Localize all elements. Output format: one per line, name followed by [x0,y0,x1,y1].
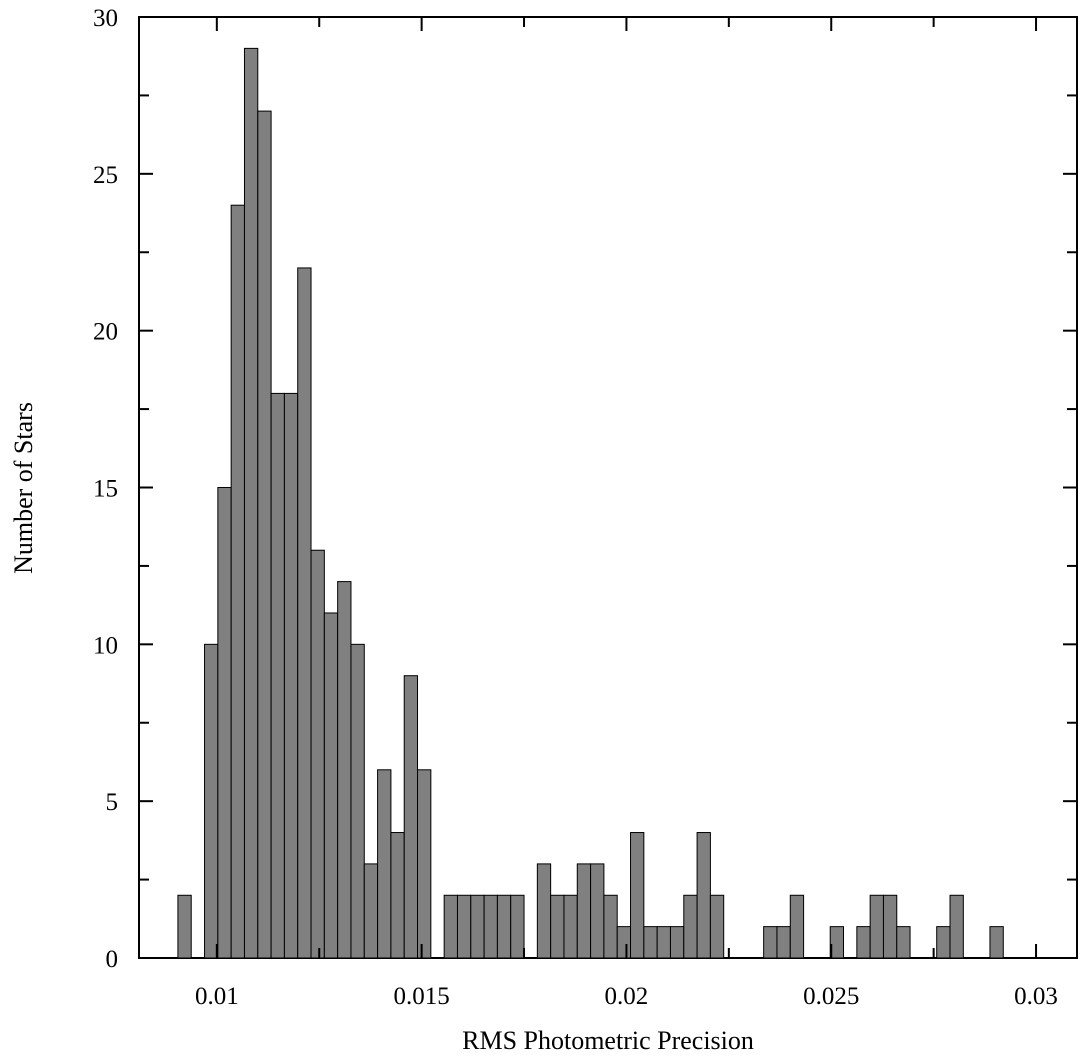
histogram-bar [763,926,778,959]
histogram-bar [270,392,285,959]
histogram-bar [177,894,192,959]
histogram-bar [656,926,671,959]
histogram-bar [443,894,458,959]
histogram-bar [283,392,299,959]
x-tick-labels: 0.01 0.015 0.02 0.025 0.03 [195,983,1058,1010]
histogram-bar [257,110,272,959]
histogram-bar [936,926,951,959]
histogram-bar [350,643,365,959]
histogram-bar [789,894,805,959]
y-tick-label: 0 [106,946,119,973]
histogram-bar [323,612,339,959]
y-tick-label: 25 [93,162,118,189]
histogram-bar [576,863,592,959]
y-tick-label: 20 [93,319,118,346]
histogram-bar [403,675,419,959]
x-tick-label: 0.025 [803,983,859,1010]
histogram-bar [696,832,711,959]
histogram-bar [683,894,698,959]
histogram-bar [590,863,605,959]
histogram-bar [603,894,618,959]
histogram-bar [417,769,432,959]
histogram-bar [856,926,871,959]
x-axis-label: RMS Photometric Precision [462,1026,754,1055]
x-tick-label: 0.03 [1014,983,1058,1010]
x-tick-label: 0.01 [195,983,239,1010]
histogram-bar [630,832,645,959]
histogram-bar [550,894,565,959]
histogram-bar [709,894,725,959]
histogram-bar [989,926,1004,959]
bars-group [177,47,1004,959]
y-tick-label: 15 [93,476,118,503]
histogram-bar [563,894,578,959]
y-tick-label: 5 [106,789,119,816]
y-tick-label: 10 [93,632,118,659]
histogram-bar [230,204,245,959]
y-axis-label: Number of Stars [9,402,38,574]
histogram-bar [616,926,632,959]
histogram-bar [882,894,898,959]
histogram-bar [496,894,512,959]
histogram-bar [297,267,312,959]
histogram-bar [310,549,325,959]
histogram-bar [204,643,219,959]
ticks-group [139,16,1077,959]
histogram-bar [363,863,379,959]
histogram-bar [829,926,845,959]
histogram-bar [470,894,485,959]
y-tick-labels: 0 5 10 15 20 25 30 [93,5,118,973]
histogram-bar [217,487,232,959]
histogram-bar [456,894,472,959]
histogram-bar [483,894,498,959]
x-tick-label: 0.015 [394,983,450,1010]
histogram-bar [510,894,525,959]
x-tick-label: 0.02 [605,983,649,1010]
histogram-bar [949,894,964,959]
histogram-bar [377,769,392,959]
histogram-bar [643,926,658,959]
y-tick-label: 30 [93,5,118,32]
histogram-bar [337,581,352,959]
histogram-bar [869,894,884,959]
histogram-bar [896,926,911,959]
histogram-bar [536,863,552,959]
histogram-bar [390,832,405,959]
histogram-bar [669,926,685,959]
histogram-bar [243,47,259,959]
histogram-bar [776,926,791,959]
